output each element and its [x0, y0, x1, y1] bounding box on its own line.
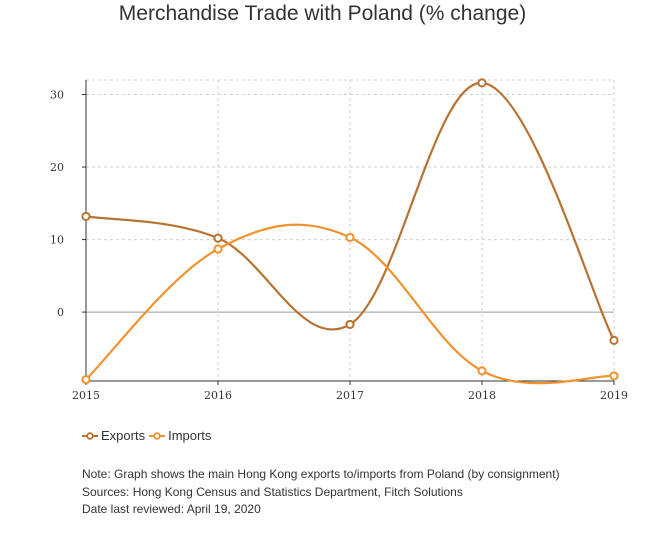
series-line-exports — [85, 81, 615, 341]
chart-notes: Note: Graph shows the main Hong Kong exp… — [82, 466, 560, 519]
x-tick-label: 2017 — [336, 389, 364, 402]
data-point-imports — [81, 374, 91, 385]
y-tick-label: 20 — [50, 161, 64, 174]
legend: Exports Imports — [82, 428, 215, 443]
note-line: Note: Graph shows the main Hong Kong exp… — [82, 467, 560, 481]
data-point-imports — [213, 244, 223, 254]
y-tick-label: 10 — [50, 234, 64, 247]
data-point-exports — [345, 319, 355, 330]
x-tick-label: 2016 — [204, 389, 232, 402]
legend-item-exports[interactable]: Exports — [82, 428, 145, 443]
data-point-imports — [609, 371, 619, 381]
data-point-imports — [345, 232, 355, 242]
chart-title: Merchandise Trade with Poland (% change) — [118, 2, 527, 25]
legend-item-imports[interactable]: Imports — [149, 428, 211, 443]
line-chart: 0 10 20 30 2015 2016 2017 2018 2019 — [50, 78, 628, 402]
data-point-exports — [213, 233, 223, 243]
x-axis: 2015 2016 2017 2018 2019 — [72, 380, 628, 402]
data-point-exports — [477, 78, 487, 88]
y-axis: 0 10 20 30 — [50, 80, 87, 381]
review-date-line: Date last reviewed: April 19, 2020 — [82, 502, 261, 516]
data-point-exports — [609, 335, 619, 345]
legend-swatch-imports — [149, 431, 166, 440]
x-tick-label: 2015 — [72, 389, 100, 402]
sources-line: Sources: Hong Kong Census and Statistics… — [82, 484, 463, 499]
legend-label-exports: Exports — [101, 428, 146, 443]
x-tick-label: 2019 — [600, 389, 628, 402]
grid-lines — [86, 79, 615, 381]
series-layer — [81, 78, 619, 385]
y-tick-label: 0 — [57, 306, 64, 319]
data-point-exports — [81, 211, 91, 221]
legend-swatch-exports — [82, 431, 98, 440]
y-tick-label: 30 — [50, 89, 64, 102]
data-point-imports — [477, 366, 487, 376]
x-tick-label: 2018 — [468, 389, 496, 402]
legend-label-imports: Imports — [168, 428, 212, 443]
